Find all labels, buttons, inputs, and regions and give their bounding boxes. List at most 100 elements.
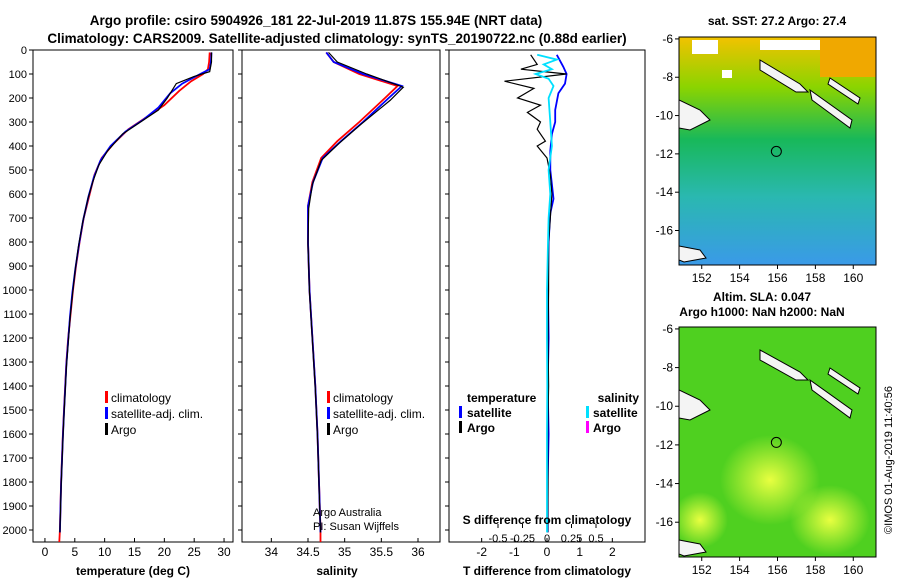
map-lon-label: 154 <box>730 271 750 285</box>
depth-tick-label: 1600 <box>3 429 27 441</box>
map-lon-label: 154 <box>730 563 750 577</box>
depth-tick-label: 0 <box>21 45 27 57</box>
depth-tick-label: 2000 <box>3 525 27 537</box>
salinity-x-axis: 34 34.5 35 35.5 36 <box>265 538 425 559</box>
legend-swatch-satellite <box>105 407 108 419</box>
land-island <box>759 59 810 93</box>
sst-map <box>679 37 876 265</box>
sst-map-title: sat. SST: 27.2 Argo: 27.4 <box>708 14 847 28</box>
map-lon-label: 160 <box>843 563 863 577</box>
x-tick-label: 0.5 <box>588 533 603 545</box>
depth-tick-label: 1000 <box>3 285 27 297</box>
series-line-climatology <box>307 51 400 542</box>
legend-label-temp-argo: Argo <box>467 421 495 435</box>
map-lat-label: -12 <box>656 438 674 452</box>
map-lat-label: -16 <box>656 224 674 238</box>
argo-float-marker <box>770 436 782 448</box>
depth-tick-label: 1700 <box>3 453 27 465</box>
series-line-satellite-adj-clim- <box>59 52 213 533</box>
temperature-legend: climatology satellite-adj. clim. Argo <box>105 391 203 437</box>
map-lat-label: -12 <box>656 147 674 161</box>
land-island <box>679 389 711 421</box>
map-lat-label: -14 <box>656 185 674 199</box>
depth-tick-label: 500 <box>9 165 27 177</box>
temperature-x-label: temperature (deg C) <box>76 564 190 578</box>
difference-x-axis: -2 -1 0 1 2 <box>476 538 616 559</box>
temperature-series <box>58 52 213 543</box>
difference-legend-temperature: temperature satellite Argo <box>459 391 537 435</box>
map-lat-label: -14 <box>656 477 674 491</box>
x-tick-label: 15 <box>128 545 142 559</box>
map-lat-label: -6 <box>662 32 673 46</box>
x-tick-label: -0.5 <box>489 533 508 545</box>
sst-warm-patch <box>820 37 876 77</box>
x-tick-label: 5 <box>71 545 78 559</box>
x-tick-label: 35.5 <box>370 545 394 559</box>
depth-tick-label: 600 <box>9 189 27 201</box>
credit-line-2: PI: Susan Wijffels <box>313 521 399 533</box>
credit-line-1: Argo Australia <box>313 507 382 519</box>
depth-tick-label: 1500 <box>3 405 27 417</box>
land-island <box>809 88 853 129</box>
depth-tick-label: 1100 <box>3 309 27 321</box>
sla-high-anomaly <box>679 492 728 548</box>
land-island <box>679 99 711 131</box>
land-island <box>679 539 707 557</box>
x-tick-label: 10 <box>98 545 112 559</box>
temperature-plot-frame <box>32 49 234 543</box>
land-island <box>827 77 861 105</box>
x-tick-label: 0 <box>544 533 550 545</box>
map-lat-label: -10 <box>656 109 674 123</box>
legend-label-sal-satellite: satellite <box>593 406 638 420</box>
temperature-x-axis: 0 5 10 15 20 25 30 <box>42 538 231 559</box>
sst-map-axes: 152 154 156 158 160 -6 -8 -10 -12 -14 -16 <box>656 32 864 285</box>
series-line-temperature-argo <box>504 54 567 533</box>
map-lat-label: -8 <box>662 361 673 375</box>
legend-label-argo: Argo <box>111 423 137 437</box>
map-lon-label: 160 <box>843 271 863 285</box>
depth-tick-label: 1300 <box>3 357 27 369</box>
land-island <box>809 378 853 419</box>
series-line-satellite-adj-clim- <box>307 51 404 533</box>
depth-tick-label: 1900 <box>3 501 27 513</box>
depth-tick-label: 700 <box>9 213 27 225</box>
difference-x-label-2: S difference from climatology <box>463 513 632 527</box>
x-tick-label: 0.25 <box>561 533 582 545</box>
x-tick-label: 20 <box>158 545 172 559</box>
x-tick-label: 34.5 <box>296 545 320 559</box>
legend-title-temperature: temperature <box>467 391 537 405</box>
difference-x-label: T difference from climatology <box>463 564 631 578</box>
sst-cloud-mask <box>760 40 820 50</box>
legend-label-argo: Argo <box>333 423 359 437</box>
salinity-difference-x-axis: -0.5 -0.25 0 0.25 0.5 <box>489 524 604 545</box>
land-island <box>679 245 707 263</box>
depth-tick-label: 900 <box>9 261 27 273</box>
series-line-argo <box>307 51 405 533</box>
series-line-argo <box>59 52 213 533</box>
map-lat-label: -6 <box>662 322 673 336</box>
depth-tick-label: 200 <box>9 93 27 105</box>
header-line-1: Argo profile: csiro 5904926_181 22-Jul-2… <box>90 13 542 28</box>
legend-swatch-temp-argo <box>459 421 462 433</box>
depth-tick-label: 300 <box>9 117 27 129</box>
x-tick-label: 36 <box>411 545 425 559</box>
x-tick-label: 34 <box>265 545 279 559</box>
legend-label-climatology: climatology <box>111 391 171 405</box>
x-tick-label: -0.25 <box>510 533 535 545</box>
legend-swatch-climatology <box>105 391 108 403</box>
legend-swatch-satellite <box>327 407 330 419</box>
legend-swatch-sal-satellite <box>586 406 589 418</box>
map-lon-label: 158 <box>805 563 825 577</box>
depth-tick-label: 1400 <box>3 381 27 393</box>
land-island <box>759 349 810 381</box>
legend-title-salinity: salinity <box>598 391 640 405</box>
depth-tick-label: 1200 <box>3 333 27 345</box>
legend-swatch-temp-satellite <box>459 406 462 418</box>
map-lat-label: -8 <box>662 70 673 84</box>
sla-map-title: Altim. SLA: 0.047 <box>713 290 811 304</box>
x-tick-label: 0 <box>42 545 49 559</box>
legend-label-climatology: climatology <box>333 391 393 405</box>
sla-map <box>679 327 876 557</box>
salinity-series <box>307 51 405 542</box>
